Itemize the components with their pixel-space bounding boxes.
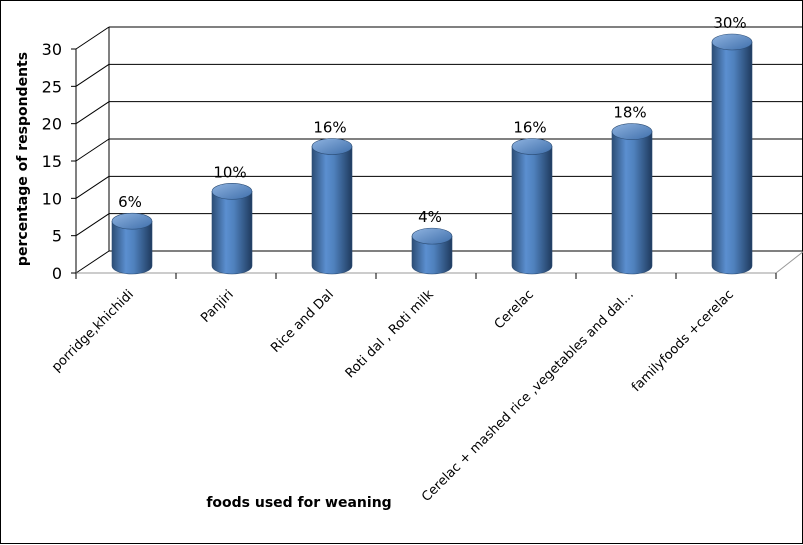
- bar-body: [311, 146, 353, 275]
- gridline-diagonal: [75, 213, 110, 237]
- data-label: 16%: [513, 119, 546, 137]
- bar-top: [211, 183, 253, 200]
- gridline-diagonal: [75, 250, 110, 274]
- y-tick-label: 5: [52, 227, 62, 246]
- bar: [611, 123, 653, 275]
- category-label: Rice and Dal: [268, 287, 337, 356]
- gridline-diagonal: [75, 138, 110, 162]
- bar-top: [411, 227, 453, 245]
- category-label: Roti dal , Roti milk: [343, 287, 437, 381]
- y-tick-label: 15: [42, 152, 62, 171]
- data-label: 10%: [213, 163, 246, 181]
- bar: [711, 33, 753, 275]
- x-axis-title: foods used for weaning: [206, 495, 391, 511]
- bar: [511, 138, 553, 275]
- bar: [111, 212, 153, 275]
- bar: [311, 138, 353, 275]
- bar-body: [411, 235, 453, 275]
- bar-body: [211, 191, 253, 275]
- gridline-diagonal: [75, 63, 110, 87]
- y-axis-title: percentage of respondents: [15, 52, 31, 266]
- y-tick-label: 0: [52, 264, 62, 283]
- gridline-diagonal: [75, 26, 110, 50]
- gridline-diagonal: [75, 175, 110, 199]
- bar-top: [711, 33, 753, 51]
- y-tick-label: 30: [42, 40, 62, 59]
- category-label: familyfoods +cerelac: [629, 287, 737, 395]
- y-tick-label: 10: [42, 189, 62, 208]
- floor-edge: [775, 251, 803, 274]
- category-label: Panjiri: [198, 287, 237, 326]
- grid-layer: [71, 26, 803, 279]
- bar-top: [311, 138, 353, 155]
- bar-body: [511, 146, 553, 275]
- bar-top: [111, 212, 153, 230]
- bars-layer: [111, 33, 753, 275]
- data-label: 4%: [418, 208, 442, 226]
- data-label: 6%: [118, 193, 142, 211]
- bar-body: [111, 220, 153, 275]
- category-label: porridge,khichidi: [49, 287, 137, 375]
- category-label: Cerelac + mashed rice ,vegetables and da…: [419, 287, 637, 505]
- bar-body: [611, 131, 653, 275]
- y-tick-label: 20: [42, 115, 62, 134]
- bar: [211, 183, 253, 275]
- bar: [411, 227, 453, 275]
- gridline-diagonal: [75, 101, 110, 125]
- data-label: 30%: [713, 14, 746, 32]
- data-label: 16%: [313, 119, 346, 137]
- data-label: 18%: [613, 104, 646, 122]
- category-label: Cerelac: [492, 287, 537, 332]
- bar-top: [511, 138, 553, 155]
- bar-top: [611, 123, 653, 140]
- y-tick-label: 25: [42, 77, 62, 96]
- bar-body: [711, 41, 753, 275]
